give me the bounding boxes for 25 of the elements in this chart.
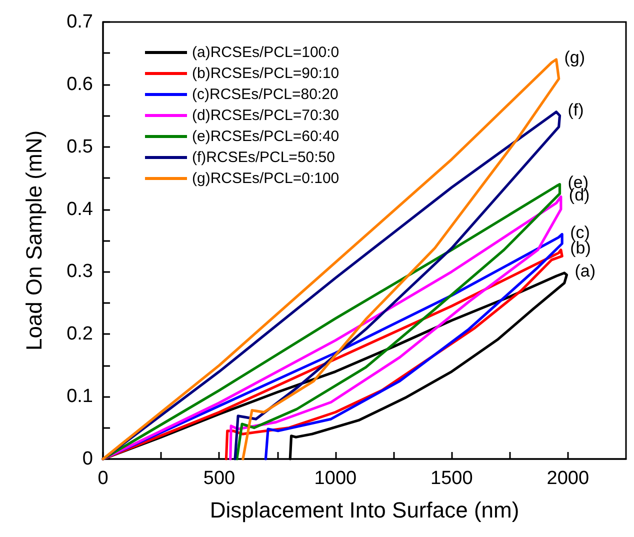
- legend-label: (g)RCSEs/PCL=0:100: [192, 170, 340, 187]
- legend-label: (c)RCSEs/PCL=80:20: [192, 86, 338, 103]
- y-tick-label: 0.7: [66, 12, 93, 32]
- y-tick-label: 0.2: [66, 324, 93, 345]
- legend-label: (e)RCSEs/PCL=60:40: [192, 128, 340, 145]
- legend-label: (a)RCSEs/PCL=100:0: [192, 44, 340, 61]
- x-tick-label: 1000: [314, 468, 357, 489]
- y-tick-label: 0.3: [66, 261, 93, 282]
- y-axis-title: Load On Sample (mN): [22, 130, 46, 351]
- annotation: (f): [568, 100, 584, 120]
- annotation: (a): [574, 261, 596, 280]
- annotation: (g): [564, 48, 586, 67]
- x-axis-title: Displacement Into Surface (nm): [210, 498, 520, 522]
- y-tick-label: 0.5: [66, 136, 93, 158]
- x-tick-label: 2000: [546, 468, 590, 489]
- y-tick-label: 0.6: [66, 74, 93, 95]
- x-tick-label: 1500: [430, 468, 473, 489]
- x-tick-label: 0: [98, 468, 108, 489]
- x-tick-label: 500: [203, 468, 236, 489]
- y-tick-label: 0.1: [66, 386, 93, 408]
- y-tick-label: 0.4: [66, 198, 94, 220]
- legend-label: (d)RCSEs/PCL=70:30: [192, 107, 340, 124]
- y-tick-label: 0: [82, 448, 93, 470]
- legend-label: (f)RCSEs/PCL=50:50: [192, 149, 335, 166]
- legend-label: (b)RCSEs/PCL=90:10: [192, 65, 340, 82]
